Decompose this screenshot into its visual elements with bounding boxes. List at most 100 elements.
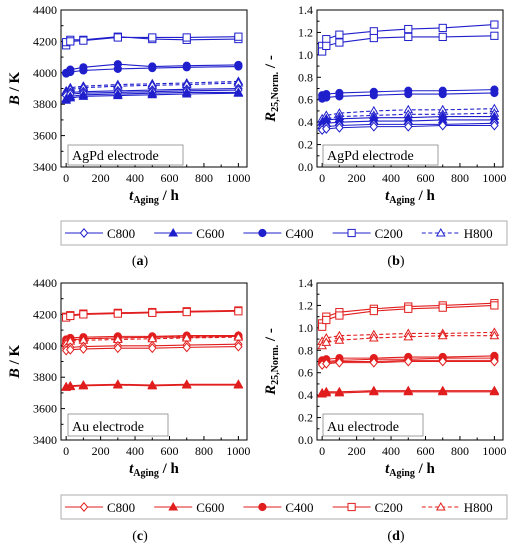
annotation-box <box>67 413 169 437</box>
data-point <box>321 337 332 346</box>
x-tick-label: 200 <box>348 444 366 458</box>
data-point <box>65 92 76 102</box>
legend-entry-c400: C400 <box>243 226 314 241</box>
x-tick-label: 400 <box>382 171 400 185</box>
y-tick-label: 4000 <box>33 339 57 353</box>
x-tick-label: 200 <box>92 444 110 458</box>
data-point <box>79 66 88 75</box>
y-tick-label: 3400 <box>33 160 57 174</box>
data-point <box>369 121 379 132</box>
y-axis: 3400 3600 3800 4000 4200 4400 <box>33 3 65 174</box>
data-point <box>489 386 500 396</box>
x-tick-label: 1000 <box>482 444 506 458</box>
chart-panel-d: 0.0 0.2 0.4 0.6 0.8 1.0 1.2 1.4 0 200 400 600 800 100… <box>263 276 506 544</box>
x-axis-label: tAging / h <box>129 188 179 206</box>
data-point <box>335 92 344 101</box>
legend-entry-c400: C400 <box>243 500 314 515</box>
y-axis-label: R25,Norm. / - <box>263 55 281 123</box>
legend-marker <box>168 227 179 237</box>
y-axis: 0.0 0.2 0.4 0.6 0.8 1.0 1.2 1.4 <box>298 3 321 174</box>
data-point <box>438 90 447 99</box>
data-point <box>404 24 413 34</box>
x-axis: 0 200 400 600 800 1000 <box>63 436 250 458</box>
annotation-text: Au electrode <box>72 420 144 435</box>
legend-marker <box>258 502 267 512</box>
data-point <box>322 41 331 50</box>
legend-box <box>60 220 508 246</box>
data-point <box>234 307 243 316</box>
data-point <box>322 35 331 44</box>
y-tick-label: 0.0 <box>298 433 313 447</box>
annotation-box <box>67 144 184 166</box>
x-tick-label: 1000 <box>482 171 506 185</box>
x-tick-label: 0 <box>319 444 325 458</box>
data-point <box>334 335 345 344</box>
legend-label: C800 <box>107 226 135 241</box>
data-point <box>369 27 378 36</box>
y-tick-label: 3600 <box>33 402 57 416</box>
annotation-box <box>322 144 439 166</box>
data-point <box>112 90 123 100</box>
data-point <box>318 322 327 331</box>
y-tick-label: 0.4 <box>298 388 313 402</box>
data-point <box>148 33 157 42</box>
legend-entry-c200: C200 <box>332 226 403 241</box>
chart-panel-c: 3400 3600 3800 4000 4200 4400 0 200 400 600 800 100… <box>7 276 250 544</box>
series-h800 <box>317 330 500 350</box>
x-tick-label: 400 <box>126 444 144 458</box>
legend-marker <box>435 501 446 511</box>
data-point <box>66 67 75 77</box>
series-c800 <box>61 341 243 356</box>
y-axis-label: R25,Norm. / - <box>263 328 281 396</box>
data-point <box>234 341 243 352</box>
y-tick-label: 1.2 <box>298 25 313 39</box>
legend-label: H800 <box>464 500 493 515</box>
y-axis-label: B / K <box>7 344 23 379</box>
panel-label: (a) <box>132 254 149 269</box>
series-h800 <box>61 332 244 347</box>
y-tick-label: 0.0 <box>298 160 313 174</box>
legend-marker <box>347 228 356 238</box>
series-c200 <box>318 299 499 328</box>
legend-entry-c600: C600 <box>154 500 224 515</box>
data-point <box>66 311 75 321</box>
y-axis-label: B / K <box>7 71 23 106</box>
data-point <box>490 20 499 29</box>
x-axis: 0 200 400 600 800 1000 <box>319 436 506 458</box>
legend-marker <box>79 502 89 512</box>
data-point <box>147 89 158 99</box>
legend-marker <box>258 228 267 238</box>
x-axis: 0 200 400 600 800 1000 <box>319 163 506 185</box>
y-tick-label: 0.8 <box>298 343 313 357</box>
series-group <box>317 20 500 135</box>
data-point <box>369 357 379 368</box>
x-axis: 0 200 400 600 800 1000 <box>63 163 250 185</box>
data-point <box>322 123 331 134</box>
data-point <box>113 309 122 318</box>
x-tick-label: 800 <box>451 444 469 458</box>
data-point <box>321 387 332 397</box>
y-tick-label: 0.6 <box>298 93 313 107</box>
data-point <box>322 315 331 325</box>
x-tick-label: 200 <box>92 171 110 185</box>
annotation-text: AgPd electrode <box>327 149 414 164</box>
legend-marker <box>168 501 179 511</box>
annotation-box <box>322 413 424 437</box>
data-point <box>148 308 157 317</box>
x-axis-label: tAging / h <box>385 188 435 206</box>
series-c200 <box>318 301 499 331</box>
data-point <box>322 358 331 369</box>
y-tick-label: 1.4 <box>298 3 313 17</box>
data-point <box>181 380 192 389</box>
data-point <box>404 32 413 42</box>
legend-label: C200 <box>375 226 403 241</box>
series-c600 <box>61 88 244 104</box>
data-point <box>404 356 413 367</box>
data-point <box>489 330 500 340</box>
data-point <box>334 387 345 397</box>
legend-box <box>60 494 508 520</box>
y-tick-label: 0.8 <box>298 70 313 84</box>
y-tick-label: 4400 <box>33 276 57 290</box>
data-point <box>438 356 447 367</box>
